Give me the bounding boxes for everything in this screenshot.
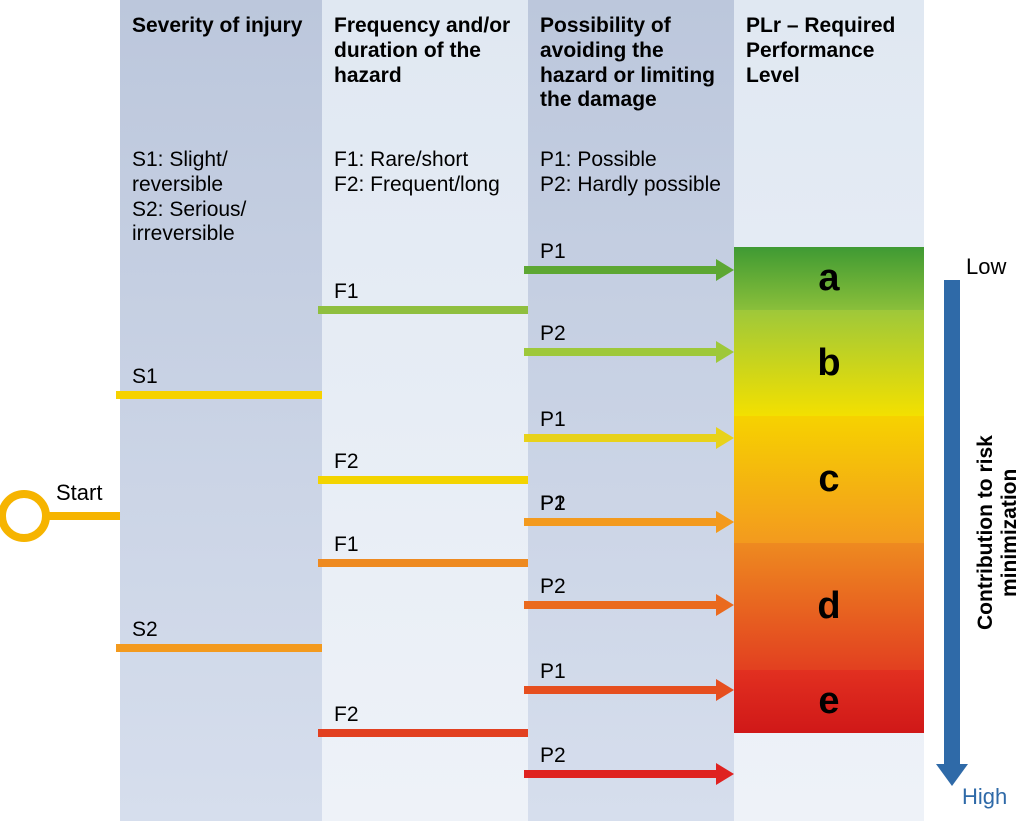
axis-arrow [0,0,1024,821]
risk-graph-diagram: { "canvas":{"w":1024,"h":821}, "columns"… [0,0,1024,821]
